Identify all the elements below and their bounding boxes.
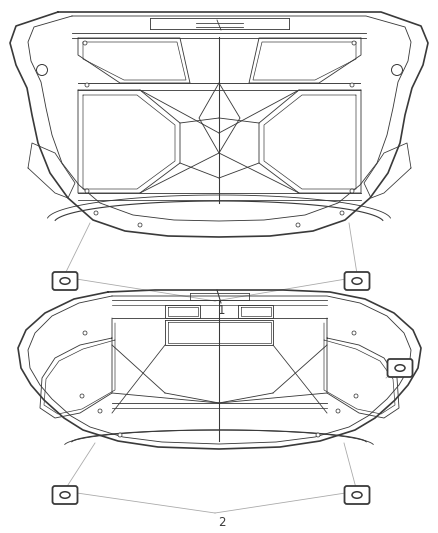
Circle shape xyxy=(391,64,402,76)
Ellipse shape xyxy=(351,278,361,284)
FancyBboxPatch shape xyxy=(344,272,369,290)
Circle shape xyxy=(36,64,47,76)
Circle shape xyxy=(83,331,87,335)
Circle shape xyxy=(94,211,98,215)
Circle shape xyxy=(83,41,87,45)
Circle shape xyxy=(138,223,141,227)
Text: 3: 3 xyxy=(387,360,395,373)
FancyBboxPatch shape xyxy=(387,359,412,377)
Circle shape xyxy=(335,409,339,413)
FancyBboxPatch shape xyxy=(53,272,78,290)
Circle shape xyxy=(80,394,84,398)
Circle shape xyxy=(85,83,89,87)
Circle shape xyxy=(98,409,102,413)
Circle shape xyxy=(351,331,355,335)
Circle shape xyxy=(349,83,353,87)
FancyBboxPatch shape xyxy=(53,486,78,504)
Circle shape xyxy=(349,189,353,193)
Ellipse shape xyxy=(60,278,70,284)
Circle shape xyxy=(295,223,299,227)
Circle shape xyxy=(85,189,89,193)
Circle shape xyxy=(118,433,122,437)
Text: 2: 2 xyxy=(218,516,225,529)
FancyBboxPatch shape xyxy=(344,486,369,504)
Circle shape xyxy=(339,211,343,215)
Ellipse shape xyxy=(394,365,404,372)
Ellipse shape xyxy=(351,492,361,498)
Circle shape xyxy=(351,41,355,45)
Text: 1: 1 xyxy=(218,304,225,317)
Circle shape xyxy=(353,394,357,398)
Ellipse shape xyxy=(60,492,70,498)
Circle shape xyxy=(315,433,319,437)
